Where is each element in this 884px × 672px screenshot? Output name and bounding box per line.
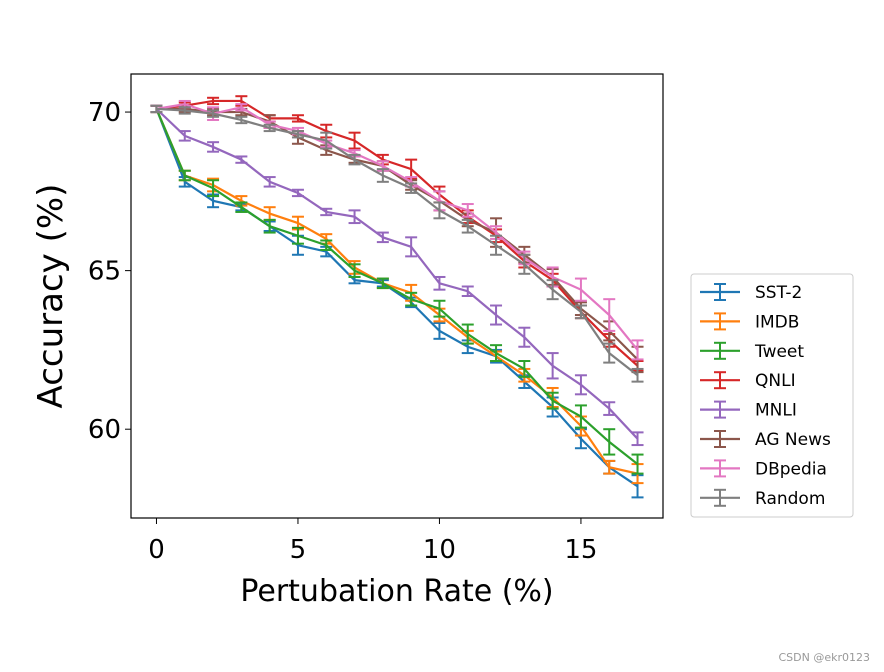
- series-line: [156, 107, 639, 377]
- y-axis-label: Accuracy (%): [31, 184, 71, 409]
- legend-label: IMDB: [755, 312, 799, 332]
- plot-area: [150, 95, 644, 499]
- legend-label: MNLI: [755, 401, 797, 421]
- x-tick-label: 5: [290, 535, 307, 565]
- series-random: [150, 104, 644, 383]
- x-tick-label: 15: [564, 535, 597, 565]
- series-line: [156, 102, 639, 351]
- legend-item: DBpedia: [700, 459, 827, 479]
- legend-item: AG News: [700, 430, 831, 450]
- plot-frame: [130, 73, 664, 519]
- x-axis: 0 5 10 15: [148, 518, 597, 565]
- y-tick-label: 60: [88, 415, 121, 445]
- legend-item: Tweet: [700, 341, 804, 362]
- series-tweet: [150, 104, 644, 475]
- legend-item: MNLI: [700, 400, 797, 421]
- series-mnli: [150, 104, 644, 447]
- series-ag-news: [150, 104, 644, 374]
- watermark: CSDN @ekr0123: [778, 651, 870, 664]
- legend-label: QNLI: [755, 371, 796, 391]
- legend-item: QNLI: [700, 371, 796, 391]
- legend-label: AG News: [755, 430, 831, 450]
- legend-label: DBpedia: [755, 459, 827, 479]
- x-tick-label: 10: [423, 535, 456, 565]
- legend-item: IMDB: [700, 312, 799, 332]
- legend-label: SST-2: [755, 283, 802, 303]
- y-tick-label: 70: [88, 98, 121, 128]
- series-line: [156, 107, 639, 361]
- series-line: [155, 108, 639, 465]
- legend: SST-2 IMDB Tweet QNLI MNLI AG News DBpedia Rand…: [690, 273, 854, 518]
- y-tick-label: 65: [88, 257, 121, 287]
- legend-label: Random: [755, 489, 825, 509]
- series-qnli: [150, 95, 644, 372]
- legend-label: Tweet: [754, 342, 804, 362]
- legend-item: SST-2: [700, 283, 802, 303]
- x-axis-label: Pertubation Rate (%): [240, 574, 553, 609]
- x-tick-label: 0: [148, 535, 165, 565]
- legend-box: [690, 273, 854, 518]
- series-line: [155, 108, 639, 440]
- series-line: [156, 99, 639, 367]
- series-dbpedia: [150, 99, 644, 361]
- y-axis: 60 65 70: [88, 98, 131, 445]
- legend-item: Random: [700, 488, 825, 509]
